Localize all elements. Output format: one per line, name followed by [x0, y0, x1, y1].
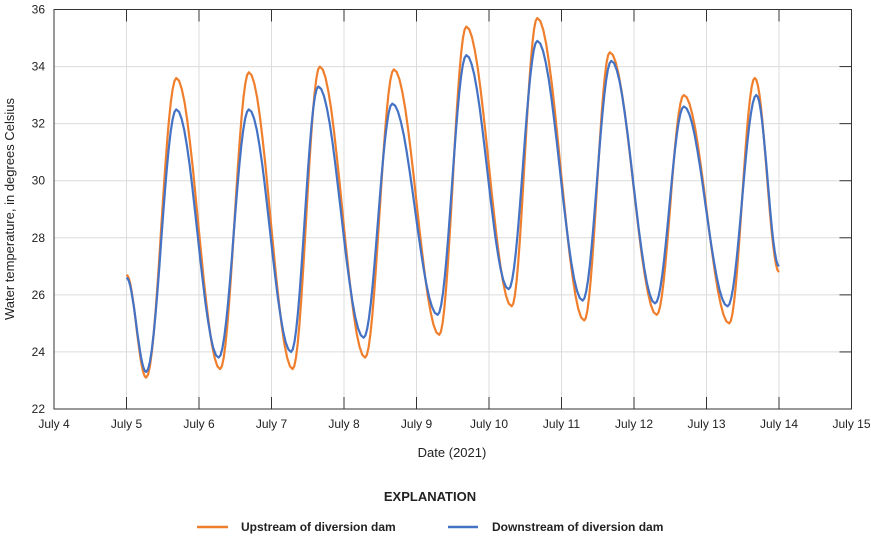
ticks [126, 9, 852, 409]
x-tick-label: July 11 [543, 417, 580, 431]
x-tick-label: July 13 [687, 417, 725, 431]
x-tick-labels: July 4 July 5 July 6 July 7 July 8 July 9 July… [38, 417, 871, 431]
plot-frame [53, 9, 852, 410]
y-tick-label: 28 [32, 231, 46, 245]
x-tick-label: July 8 [328, 417, 360, 431]
x-tick-label: July 6 [183, 417, 215, 431]
grid [54, 9, 852, 409]
y-tick-label: 36 [32, 3, 46, 17]
legend-label-upstream: Upstream of diversion dam [241, 520, 396, 534]
legend-item-downstream: Downstream of diversion dam [448, 520, 663, 534]
y-tick-label: 24 [32, 345, 46, 359]
y-tick-label: 34 [32, 60, 46, 74]
legend-item-upstream: Upstream of diversion dam [197, 520, 396, 534]
y-tick-label: 30 [32, 174, 46, 188]
series-line-downstream [125, 39, 780, 373]
legend-title: EXPLANATION [384, 489, 476, 504]
x-axis-label: Date (2021) [418, 445, 487, 460]
series-group [125, 17, 780, 379]
y-tick-label: 32 [32, 117, 46, 131]
x-tick-label: July 5 [111, 417, 143, 431]
x-tick-label: July 12 [615, 417, 653, 431]
x-tick-label: July 4 [38, 417, 70, 431]
legend-label-downstream: Downstream of diversion dam [492, 520, 663, 534]
x-tick-label: July 7 [256, 417, 288, 431]
y-tick-label: 22 [32, 402, 46, 416]
x-tick-label: July 14 [760, 417, 798, 431]
y-axis-label: Water temperature, in degrees Celsius [2, 97, 17, 320]
y-tick-labels: 22 24 26 28 30 32 34 36 [32, 3, 46, 417]
x-tick-label: July 10 [470, 417, 508, 431]
x-tick-label: July 15 [832, 417, 870, 431]
y-tick-label: 26 [32, 288, 46, 302]
series-line-upstream [125, 17, 780, 379]
x-tick-label: July 9 [401, 417, 433, 431]
